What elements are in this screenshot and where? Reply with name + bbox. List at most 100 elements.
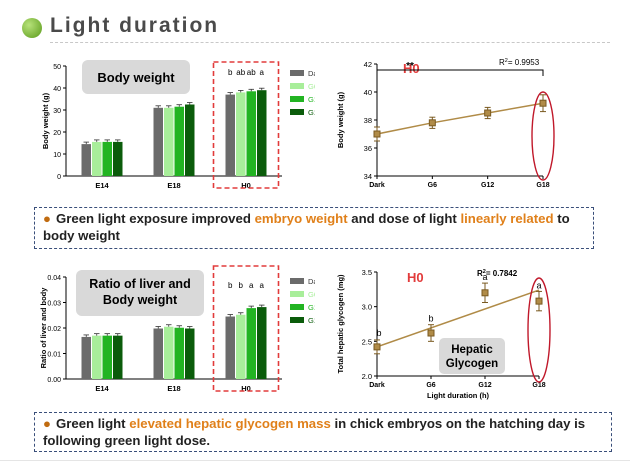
legend-label: Dark — [308, 277, 315, 286]
note-highlight: embryo weight — [254, 211, 348, 226]
y-tick-label: 42 — [364, 60, 372, 69]
note-text: to body weight — [43, 211, 570, 243]
significance-bracket — [376, 69, 544, 76]
chart-title: H0 — [407, 270, 424, 285]
legend-swatch-g12 — [290, 96, 304, 102]
y-tick-label: 38 — [364, 116, 372, 125]
data-point — [428, 119, 436, 127]
chart-title: H0 — [403, 61, 420, 76]
annotation-line: Hepatic — [451, 344, 493, 356]
note-hepatic-glycogen: ● Green light elevated hepatic glycogen m… — [34, 412, 612, 452]
note-text: Green light — [55, 416, 130, 431]
x-tick-label: G12 — [478, 382, 491, 389]
x-tick-label: G6 — [426, 382, 435, 389]
significance-marker: ** — [406, 61, 414, 72]
data-point — [373, 343, 381, 351]
y-tick-label: 20 — [53, 130, 61, 137]
chart-title-line: Ratio of liver and — [89, 277, 190, 291]
bar-g18-e18 — [185, 104, 195, 176]
significance-letter: ab — [247, 68, 256, 77]
legend-swatch-g18 — [290, 317, 304, 323]
y-tick-label: 40 — [53, 86, 61, 93]
y-tick-label: 50 — [53, 64, 61, 71]
y-tick-label: 36 — [364, 144, 372, 153]
bar-dark-e14 — [81, 336, 91, 379]
h0-body-weight-line-chart: 34 36 38 40 42 Dark G6 G12 G18 Body weight (g) H0 R… — [336, 58, 555, 189]
bar-g18-h0 — [257, 307, 267, 379]
significance-letter: b — [228, 68, 233, 77]
title-divider — [50, 42, 610, 43]
data-point — [539, 99, 547, 107]
significance-letter: a — [249, 281, 254, 290]
highlight-ellipse — [531, 91, 555, 181]
note-highlight: elevated hepatic glycogen mass — [129, 416, 331, 431]
bar-g18-h0 — [257, 90, 267, 176]
x-tick-label: G12 — [481, 182, 494, 189]
legend-swatch-g12 — [290, 304, 304, 310]
y-tick-label: 30 — [53, 108, 61, 115]
trend-line — [376, 289, 540, 348]
bar-g6-e14 — [92, 335, 102, 379]
y-tick-label: 0.01 — [47, 352, 61, 359]
x-tick-label: Dark — [369, 182, 385, 189]
significance-letter: a — [260, 68, 265, 77]
point-label: a — [482, 272, 487, 282]
y-tick-label: 0.02 — [47, 326, 61, 333]
bar-g12-e14 — [102, 335, 112, 379]
bar-g6-e18 — [164, 107, 174, 176]
h0-hepatic-glycogen-scatter-chart: 2.0 2.5 3.0 3.5 Dark G6 G12 G18 Total hepatic gl… — [336, 268, 551, 400]
y-tick-label: 2.0 — [362, 372, 372, 381]
x-tick-label: E14 — [95, 384, 109, 393]
bar-g12-h0 — [246, 308, 256, 379]
y-tick-label: 10 — [53, 152, 61, 159]
annotation-line: Glycogen — [446, 358, 498, 370]
legend-swatch-g6 — [290, 83, 304, 89]
bar-dark-h0 — [225, 94, 235, 176]
y-axis-title: Body weight (g) — [41, 92, 50, 149]
bar-g6-h0 — [236, 314, 246, 379]
bar-dark-e18 — [153, 328, 163, 379]
y-axis-title: Body weight (g) — [336, 91, 345, 148]
bar-g12-h0 — [246, 91, 256, 176]
y-tick-label: 0.03 — [47, 301, 61, 308]
x-tick-label: H0 — [241, 181, 251, 190]
legend-label: G6 — [308, 82, 315, 91]
bar-dark-e18 — [153, 107, 163, 176]
chart-title-box — [82, 60, 190, 94]
data-point — [373, 130, 381, 138]
chart-title-box — [76, 270, 204, 316]
bar-dark-h0 — [225, 316, 235, 379]
note-text: in chick embryos on the hatching day is … — [43, 416, 586, 448]
significance-letter: ab — [236, 68, 245, 77]
bar-g18-e18 — [185, 328, 195, 379]
data-point — [481, 289, 489, 297]
legend-label: G12 — [308, 95, 315, 104]
point-label: b — [376, 328, 381, 338]
legend-swatch-dark — [290, 70, 304, 76]
x-axis-title: Light duration (h) — [427, 391, 490, 400]
highlight-ellipse — [527, 277, 551, 383]
note-text: and dose of light — [347, 211, 461, 226]
note-highlight: linearly related — [460, 211, 554, 226]
r-squared-label: R2= 0.7842 — [477, 269, 518, 278]
data-point — [427, 329, 435, 337]
legend-label: G18 — [308, 316, 315, 325]
y-axis-title: Total hepatic glycogen (mg) — [336, 274, 345, 374]
x-tick-label: Dark — [369, 382, 385, 389]
title-bullet-icon — [22, 18, 42, 38]
y-tick-label: 0.04 — [47, 275, 61, 282]
bar-g12-e14 — [102, 141, 112, 176]
data-point — [484, 109, 492, 117]
legend-label: Dark — [308, 69, 315, 78]
legend-swatch-g6 — [290, 291, 304, 297]
bar-g6-e14 — [92, 141, 102, 176]
legend-label: G18 — [308, 108, 315, 117]
bar-g18-e14 — [113, 141, 123, 176]
x-tick-label: E14 — [95, 181, 109, 190]
y-tick-label: 0 — [57, 174, 61, 181]
bottom-divider — [0, 460, 630, 461]
point-label: a — [536, 280, 541, 290]
highlight-box — [212, 265, 280, 392]
y-tick-label: 0.00 — [47, 377, 61, 384]
